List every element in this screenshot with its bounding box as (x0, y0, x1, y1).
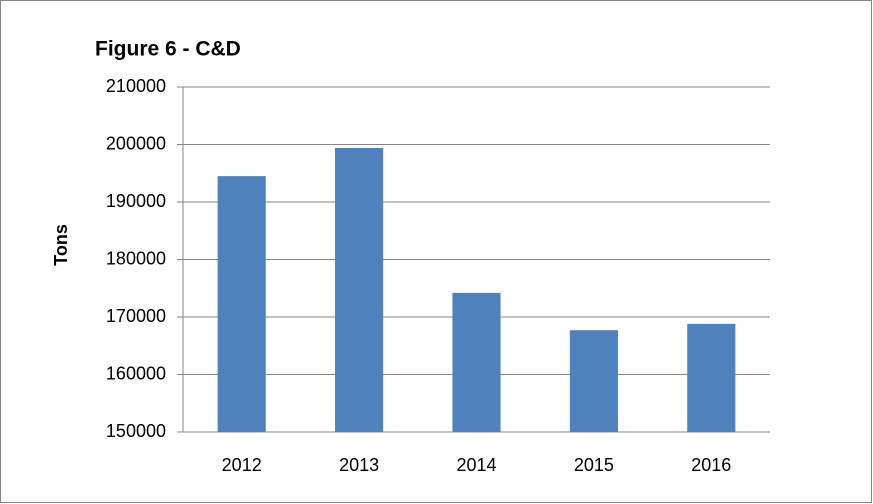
y-tick-label: 160000 (106, 363, 166, 383)
y-tick-label: 180000 (106, 248, 166, 268)
y-tick-label: 210000 (106, 76, 166, 96)
x-tick-label: 2015 (574, 455, 614, 475)
bar (687, 323, 736, 432)
x-tick-label: 2013 (339, 455, 379, 475)
chart-title: Figure 6 - C&D (95, 38, 241, 61)
bar (452, 292, 501, 432)
y-tick-label: 190000 (106, 191, 166, 211)
x-tick-label: 2016 (691, 455, 731, 475)
y-tick-label: 150000 (106, 421, 166, 441)
bar (569, 330, 618, 432)
y-axis-label: Tons (51, 224, 71, 266)
bar (335, 147, 384, 432)
bar (217, 176, 266, 432)
y-tick-label: 200000 (106, 133, 166, 153)
y-tick-label: 170000 (106, 306, 166, 326)
x-tick-label: 2012 (222, 455, 262, 475)
x-tick-label: 2014 (456, 455, 496, 475)
